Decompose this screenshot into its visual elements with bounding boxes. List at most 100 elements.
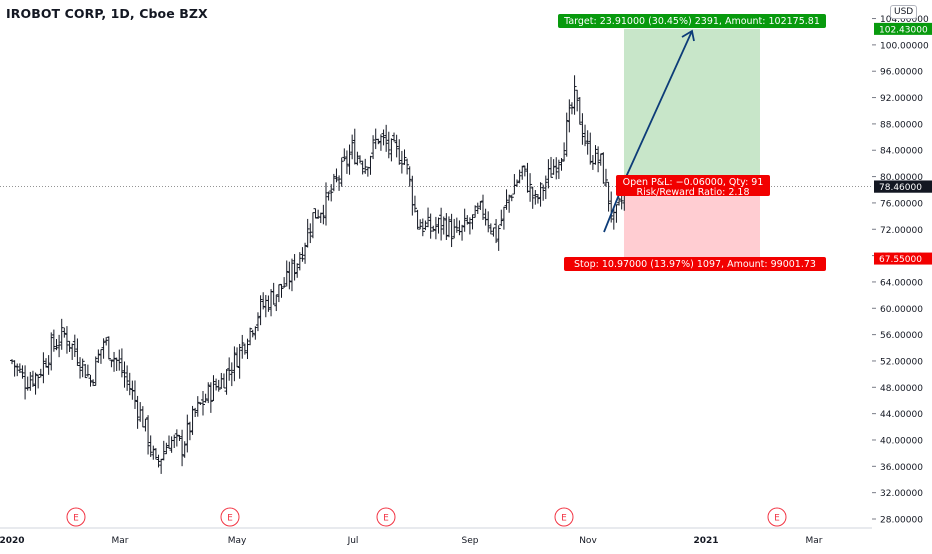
price-bar <box>104 337 109 346</box>
price-bar <box>148 435 153 457</box>
y-tick-label: 80.00000 <box>880 173 923 183</box>
price-bar <box>405 158 410 175</box>
price-bar <box>101 338 106 359</box>
earnings-marker[interactable]: E <box>66 507 86 527</box>
stop-label[interactable]: Stop: 10.97000 (13.97%) 1097, Amount: 99… <box>564 257 826 271</box>
price-bar <box>402 149 407 165</box>
price-bar <box>78 357 83 379</box>
price-bar <box>54 338 59 351</box>
price-bar <box>530 186 535 209</box>
price-bar <box>64 326 69 354</box>
price-bar <box>132 380 137 409</box>
price-axis-label[interactable]: 102.43000 <box>874 22 932 35</box>
price-bar <box>127 372 132 396</box>
earnings-marker-circle <box>220 507 240 527</box>
price-bar <box>606 181 611 212</box>
price-bar <box>446 216 451 238</box>
price-bar <box>135 395 140 429</box>
price-bar <box>46 355 51 375</box>
x-tick-label: 2020 <box>0 536 25 546</box>
price-bar <box>93 356 98 386</box>
price-bar <box>473 205 478 218</box>
price-bar <box>271 282 276 305</box>
price-bar <box>117 349 122 371</box>
price-bar <box>326 191 331 201</box>
position-overlay[interactable]: Target: 23.91000 (30.45%) 2391, Amount: … <box>558 14 826 271</box>
x-tick-label: May <box>228 536 247 546</box>
target-label[interactable]: Target: 23.91000 (30.45%) 2391, Amount: … <box>558 14 826 28</box>
price-bar <box>232 346 237 382</box>
price-bar <box>190 405 195 435</box>
price-bar <box>122 361 127 388</box>
price-bar <box>515 179 520 187</box>
price-bar <box>17 363 22 373</box>
price-bar <box>407 166 412 187</box>
price-bar <box>397 139 402 165</box>
price-bar <box>49 332 54 371</box>
earnings-marker[interactable]: E <box>767 507 787 527</box>
price-bar <box>274 294 279 312</box>
y-tick-label: 28.00000 <box>880 516 923 526</box>
target-label-bg <box>558 14 826 28</box>
time-axis[interactable]: 2020 Mar May Jul Sep Nov 2021 Mar <box>0 527 872 546</box>
price-bar <box>198 402 203 405</box>
price-bar <box>614 204 619 223</box>
price-bar <box>282 277 287 288</box>
y-tick-label: 76.00000 <box>880 199 923 209</box>
price-bar <box>517 169 522 184</box>
price-bar <box>80 358 85 378</box>
earnings-marker[interactable]: E <box>376 507 396 527</box>
price-bar <box>255 312 260 332</box>
price-axis-label-bg <box>874 22 932 35</box>
price-bar <box>30 370 35 387</box>
price-bar <box>221 373 226 389</box>
price-bar <box>164 442 169 455</box>
price-bar <box>444 213 449 240</box>
price-bar <box>33 372 38 395</box>
price-bar <box>360 160 365 175</box>
price-axis-label[interactable]: 67.55000 <box>874 252 932 266</box>
price-bar <box>339 157 344 187</box>
currency-button[interactable]: USD <box>890 5 918 19</box>
price-bar <box>297 252 302 271</box>
price-bar <box>112 351 117 372</box>
price-bar <box>287 261 292 290</box>
price-bar <box>371 135 376 160</box>
price-bar <box>240 334 245 359</box>
price-bar <box>70 343 75 360</box>
price-bar <box>41 352 46 384</box>
price-bar <box>562 142 567 162</box>
price-bar <box>368 155 373 175</box>
price-bar <box>389 138 394 162</box>
price-bar <box>564 112 569 157</box>
earnings-marker-circle <box>767 507 787 527</box>
price-bar <box>386 131 391 159</box>
earnings-marker[interactable]: E <box>220 507 240 527</box>
price-bar <box>20 365 25 379</box>
price-bar <box>355 151 360 166</box>
price-bar <box>28 371 33 391</box>
x-tick-label: Jul <box>347 536 359 546</box>
x-tick-label: 2021 <box>693 536 718 546</box>
price-axis[interactable]: 28.00000 32.00000 36.00000 40.00000 44.00000… <box>872 15 932 526</box>
earnings-marker[interactable]: E <box>554 507 574 527</box>
price-bar <box>245 338 250 360</box>
price-bar <box>556 159 561 179</box>
price-bar <box>494 219 499 244</box>
price-bar <box>75 338 80 366</box>
price-bar <box>143 418 148 432</box>
profit-zone <box>624 28 760 187</box>
price-axis-label-bg <box>874 252 932 265</box>
price-axis-label-text: 67.55000 <box>879 255 922 265</box>
price-bar <box>486 211 491 233</box>
price-bar <box>303 242 308 264</box>
price-axis-label[interactable]: 78.46000 <box>874 180 932 194</box>
y-tick-label: 52.00000 <box>880 357 923 367</box>
price-bar <box>509 194 514 202</box>
price-bar <box>242 343 247 355</box>
price-bar <box>292 254 297 281</box>
